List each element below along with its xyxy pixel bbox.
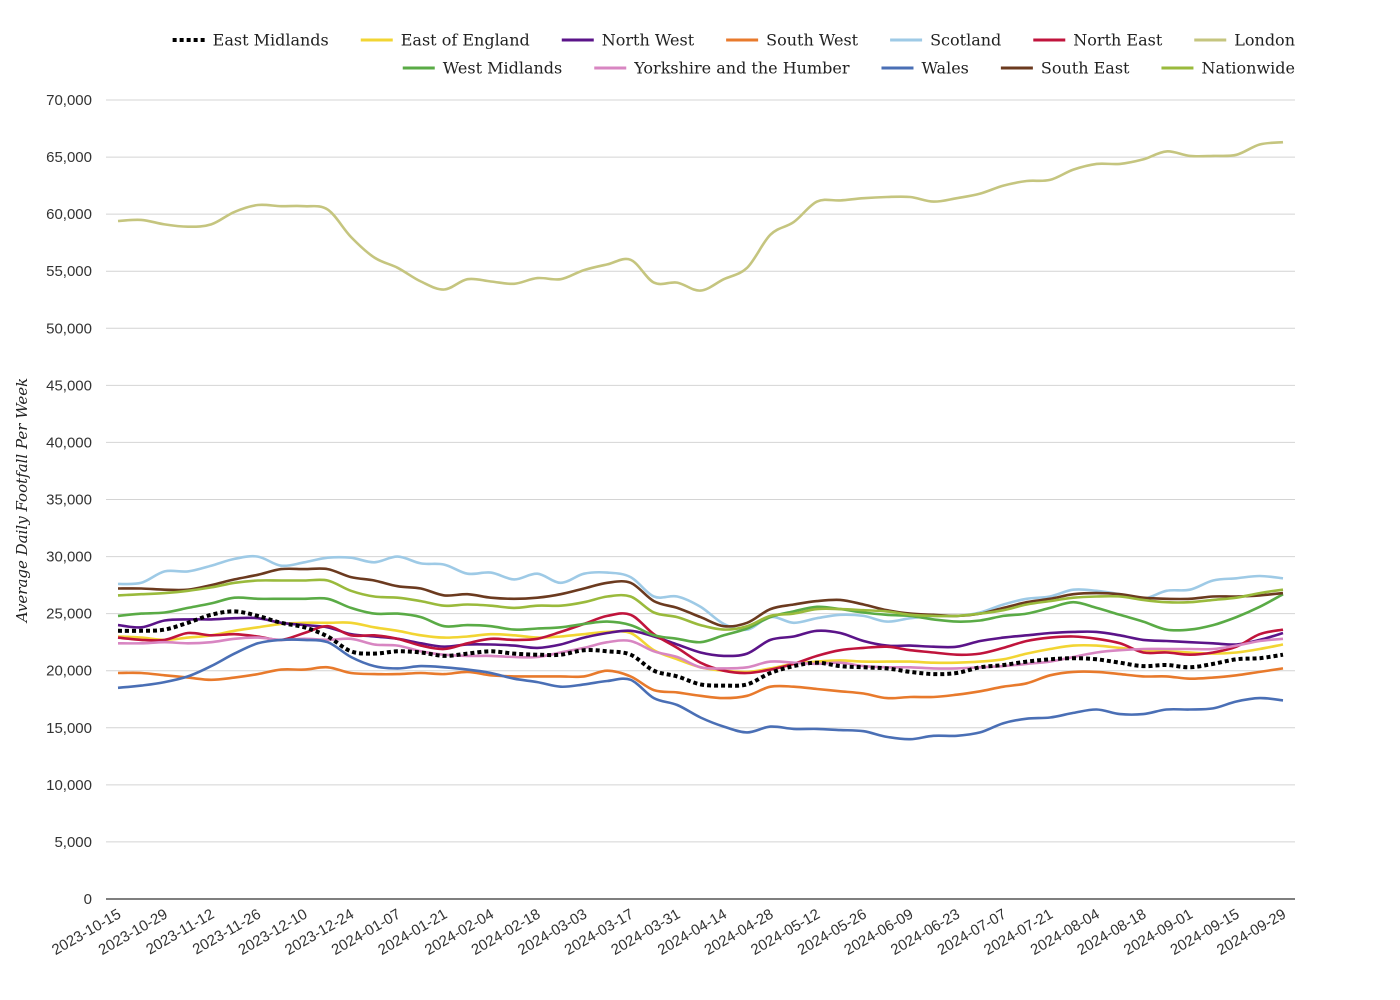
legend-label-nationwide: Nationwide [1201,59,1295,78]
series-lines [117,140,1284,741]
series-line-west-midlands [117,593,1284,644]
legend-label-south-east: South East [1041,59,1130,78]
series-line-nationwide [117,578,1284,631]
series-line-south-east [117,567,1284,628]
legend-label-yorkshire-and-the-humber: Yorkshire and the Humber [633,59,850,78]
y-tick-label: 65,000 [46,149,92,166]
x-tick-labels: 2023-10-152023-10-292023-11-122023-11-26… [49,906,1289,959]
y-tick-label: 40,000 [46,434,92,451]
legend-label-east-of-england: East of England [401,31,530,50]
y-tick-label: 70,000 [46,92,92,109]
series-line-london [117,140,1284,292]
legend-label-wales: Wales [921,59,968,78]
y-tick-label: 20,000 [46,663,92,680]
legend-label-london: London [1234,31,1295,50]
series-line-north-west [117,616,1284,658]
y-tick-label: 35,000 [46,492,92,509]
y-tick-label: 15,000 [46,720,92,737]
series-line-east-midlands [117,609,1284,688]
y-tick-label: 45,000 [46,377,92,394]
y-tick-label: 10,000 [46,777,92,794]
y-tick-label: 50,000 [46,320,92,337]
series-line-wales [117,638,1284,741]
y-tick-label: 5,000 [54,834,92,851]
y-tick-label: 55,000 [46,263,92,280]
y-tick-label: 0 [84,891,92,908]
legend-label-west-midlands: West Midlands [443,59,563,78]
y-tick-label: 30,000 [46,549,92,566]
y-tick-label: 60,000 [46,206,92,223]
y-gridlines [106,99,1295,843]
series-line-east-of-england [117,621,1284,674]
y-tick-label: 25,000 [46,606,92,623]
legend-label-north-west: North West [602,31,695,50]
series-line-scotland [117,554,1284,632]
y-axis-title: Average Daily Footfall Per Week [13,378,31,625]
y-tick-labels: 0 5,000 10,000 15,000 20,000 25,000 30,000 35,0… [46,92,92,908]
legend: East Midlands East of England North West So… [172,31,1295,78]
legend-label-north-east: North East [1073,31,1163,50]
legend-label-scotland: Scotland [930,31,1001,50]
series-line-south-west [117,665,1284,700]
legend-label-south-west: South West [766,31,859,50]
legend-label-east-midlands: East Midlands [213,31,329,50]
